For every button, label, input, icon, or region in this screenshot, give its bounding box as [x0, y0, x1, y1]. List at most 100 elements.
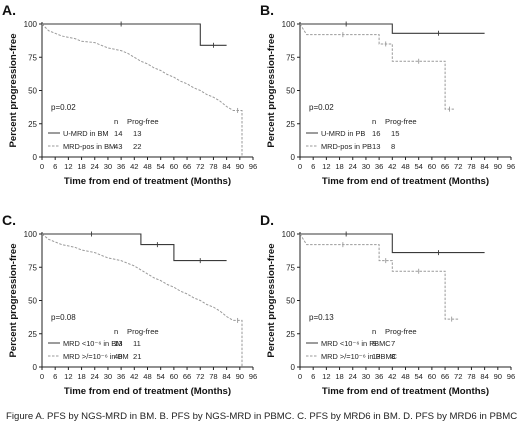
p-value: p=0.02 — [309, 103, 334, 112]
p-value: p=0.08 — [51, 313, 76, 322]
x-tick-label: 90 — [236, 162, 244, 171]
x-tick-label: 24 — [91, 372, 99, 381]
y-tick-label: 25 — [28, 330, 37, 339]
x-tick-label: 6 — [53, 162, 57, 171]
x-tick-label: 66 — [441, 162, 449, 171]
y-tick-label: 0 — [33, 363, 38, 372]
legend-prog-free-value: 8 — [391, 352, 395, 361]
y-tick-label: 75 — [28, 53, 37, 62]
y-tick-label: 75 — [286, 263, 295, 272]
legend-header-prog-free: Prog-free — [385, 117, 417, 126]
x-tick-label: 84 — [222, 162, 230, 171]
x-tick-label: 84 — [480, 162, 488, 171]
legend-n-value: 40 — [114, 352, 122, 361]
x-tick-label: 54 — [156, 162, 164, 171]
x-tick-label: 84 — [480, 372, 488, 381]
x-tick-label: 36 — [375, 372, 383, 381]
x-tick-label: 66 — [183, 372, 191, 381]
x-tick-label: 60 — [170, 372, 178, 381]
x-axis-title: Time from end of treatment (Months) — [64, 176, 231, 187]
x-tick-label: 72 — [454, 372, 462, 381]
x-tick-label: 54 — [414, 372, 422, 381]
x-axis-title: Time from end of treatment (Months) — [322, 386, 489, 397]
x-tick-label: 18 — [77, 162, 85, 171]
x-tick-label: 72 — [196, 372, 204, 381]
y-axis-title: Percent progression-free — [8, 243, 19, 357]
x-tick-label: 48 — [401, 372, 409, 381]
p-value: p=0.13 — [309, 313, 334, 322]
survival-curve-dashed — [299, 23, 454, 110]
x-tick-label: 42 — [388, 162, 396, 171]
legend-header-n: n — [372, 327, 376, 336]
x-tick-label: 30 — [362, 162, 370, 171]
x-tick-label: 78 — [467, 162, 475, 171]
y-tick-label: 25 — [286, 120, 295, 129]
legend-header-n: n — [114, 117, 118, 126]
legend-series-name: MRD-pos in BM — [63, 142, 115, 151]
x-tick-label: 90 — [494, 162, 502, 171]
x-tick-label: 66 — [183, 162, 191, 171]
x-tick-label: 72 — [196, 162, 204, 171]
x-tick-label: 0 — [298, 162, 302, 171]
legend-series-name: MRD >/=10⁻⁶ in BM — [63, 352, 129, 361]
x-tick-label: 66 — [441, 372, 449, 381]
x-tick-label: 60 — [170, 162, 178, 171]
y-tick-label: 0 — [33, 153, 38, 162]
legend-series-name: MRD-pos in PB — [321, 142, 372, 151]
survival-curve-solid — [300, 23, 485, 34]
x-tick-label: 36 — [117, 162, 125, 171]
y-axis-title: Percent progression-free — [8, 33, 19, 147]
legend-prog-free-value: 7 — [391, 339, 395, 348]
x-tick-label: 42 — [130, 162, 138, 171]
x-tick-label: 12 — [322, 372, 330, 381]
legend-series-name: MRD >/=10⁻⁶ in PBMC — [321, 352, 398, 361]
legend-header-n: n — [372, 117, 376, 126]
x-tick-label: 72 — [454, 162, 462, 171]
x-tick-label: 24 — [91, 162, 99, 171]
legend-n-value: 13 — [114, 339, 122, 348]
legend-prog-free-value: 8 — [391, 142, 395, 151]
x-axis-title: Time from end of treatment (Months) — [322, 176, 489, 187]
y-tick-label: 100 — [282, 230, 296, 239]
x-tick-label: 30 — [104, 372, 112, 381]
y-tick-label: 75 — [286, 53, 295, 62]
x-tick-label: 84 — [222, 372, 230, 381]
legend-header-n: n — [114, 327, 118, 336]
x-tick-label: 0 — [40, 372, 44, 381]
legend-prog-free-value: 22 — [133, 142, 141, 151]
y-tick-label: 75 — [28, 263, 37, 272]
x-tick-label: 0 — [298, 372, 302, 381]
y-axis-title: Percent progression-free — [266, 33, 277, 147]
survival-curve-dashed — [41, 23, 243, 157]
panel-label: A. — [2, 2, 16, 18]
x-tick-label: 48 — [143, 372, 151, 381]
x-tick-label: 6 — [311, 162, 315, 171]
x-tick-label: 48 — [401, 162, 409, 171]
legend-n-value: 14 — [114, 129, 122, 138]
x-tick-label: 96 — [507, 372, 515, 381]
legend-n-value: 8 — [372, 339, 376, 348]
x-tick-label: 18 — [77, 372, 85, 381]
x-tick-label: 96 — [507, 162, 515, 171]
legend-series-name: U-MRD in BM — [63, 129, 109, 138]
y-tick-label: 25 — [28, 120, 37, 129]
survival-curve-solid — [42, 23, 227, 46]
x-tick-label: 12 — [322, 162, 330, 171]
x-tick-label: 30 — [104, 162, 112, 171]
panel-label: B. — [260, 2, 274, 18]
x-tick-label: 96 — [249, 372, 257, 381]
x-tick-label: 90 — [236, 372, 244, 381]
y-tick-label: 50 — [28, 297, 37, 306]
legend-series-name: MRD <10⁻⁶ in PBMC — [321, 339, 391, 348]
figure-caption: Figure A. PFS by NGS-MRD in BM. B. PFS b… — [6, 411, 518, 422]
x-tick-label: 18 — [335, 372, 343, 381]
x-tick-label: 78 — [209, 372, 217, 381]
legend-header-prog-free: Prog-free — [127, 327, 159, 336]
y-tick-label: 100 — [24, 20, 38, 29]
legend-n-value: 13 — [372, 352, 380, 361]
x-tick-label: 42 — [130, 372, 138, 381]
panel-label: D. — [260, 212, 274, 228]
